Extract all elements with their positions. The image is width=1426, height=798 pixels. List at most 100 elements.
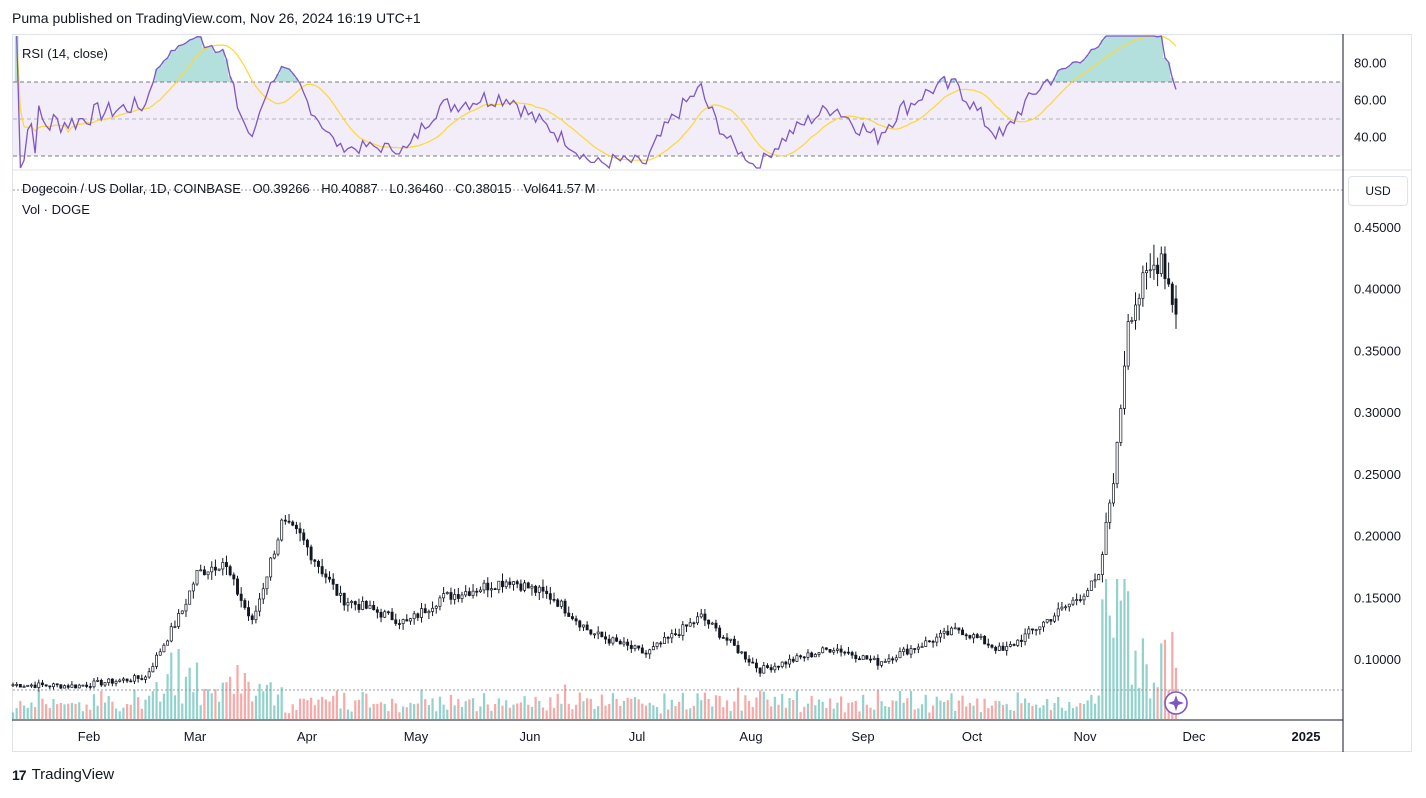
volume-bar [740,710,743,719]
candle-body [493,588,497,591]
candle-body [103,682,107,686]
candle-body [37,682,41,688]
volume-bar [48,708,51,719]
candle-body [817,652,821,655]
candle-body [758,667,762,674]
candle-body [574,618,578,622]
candle-body [611,637,615,644]
candle-body [1093,579,1097,582]
candle-body [1137,297,1141,306]
candle-body [997,645,1001,651]
candle-body [777,665,780,668]
volume-bar [755,697,758,719]
volume-bar [427,705,430,719]
candle-body [177,613,181,627]
volume-bar [247,681,250,719]
low-value: 0.36460 [396,181,444,196]
candle-body [1045,619,1049,623]
currency-button[interactable]: USD [1348,176,1408,206]
candle-body [118,679,122,682]
candle-body [144,676,147,680]
volume-bar [552,707,556,719]
volume-bar [655,707,659,719]
volume-bar [1163,639,1167,719]
volume-bar [880,701,883,719]
candles [11,244,1178,692]
volume-bar [63,704,66,719]
volume-bar [1057,696,1060,719]
volume-bar [1152,682,1156,719]
volume-bar [762,691,765,719]
volume-bar [519,702,522,719]
volume-bar [571,709,574,719]
candle-body [489,588,493,591]
volume-bar [1035,704,1038,719]
candle-body [88,686,92,688]
candle-body [810,652,814,658]
volume-bar [501,705,504,719]
candle-body [1104,522,1108,555]
volume-bar [1104,579,1108,719]
candle-body [456,594,460,599]
volume-bar [350,711,353,719]
candle-body [942,630,946,634]
volume-bar [722,707,725,719]
volume-bar [574,704,578,719]
candle-body [791,658,795,662]
volume-bar [214,689,217,719]
volume-bar [862,694,865,719]
volume-bar [626,697,629,719]
candle-body [188,590,192,605]
candle-body [618,640,622,645]
candle-body [239,593,243,601]
candle-body [931,640,935,643]
candle-body [460,594,464,599]
volume-bar [1049,709,1052,719]
candle-body [655,642,659,647]
volume-bar [644,705,648,719]
volume-key: Vol [523,181,542,196]
volume-bar [125,704,129,719]
candle-body [1100,554,1104,575]
candle-body [677,634,681,636]
candle-body [526,582,530,589]
candle-body [283,519,287,522]
volume-bar [184,676,188,719]
volume-bar [379,702,383,719]
volume-bar [810,695,813,719]
volume-bar [560,703,563,719]
candle-body [869,658,872,661]
volume-bar [931,705,935,719]
candle-body [162,644,166,653]
volume-bar [917,708,920,719]
footer-brand[interactable]: 17 TradingView [12,766,114,783]
volume-bar [173,695,177,719]
volume-bar [792,699,795,719]
volume-bar [1005,704,1008,719]
volume-bar [122,707,125,719]
rsi-ma-line [16,35,1177,161]
volume-bar [413,704,416,719]
candle-body [927,640,931,643]
candle-body [464,591,468,596]
candle-body [221,562,225,570]
volume-bar [766,699,769,719]
volume-bar [703,692,707,719]
volume-bar [508,707,511,719]
candle-body [1159,253,1163,274]
volume-bar [939,700,942,719]
candle-body [15,684,19,686]
candle-body [685,624,688,627]
candle-body [1049,619,1053,622]
volume-bar [725,700,729,719]
candle-body [644,652,648,655]
candle-body [1115,442,1119,485]
volume-bar [578,692,581,719]
volume-bar [619,706,622,719]
candle-body [872,657,876,660]
volume-bar [221,682,224,719]
star-replay-icon[interactable] [1164,691,1188,715]
volume-bar [479,706,482,719]
candle-body [604,636,607,640]
